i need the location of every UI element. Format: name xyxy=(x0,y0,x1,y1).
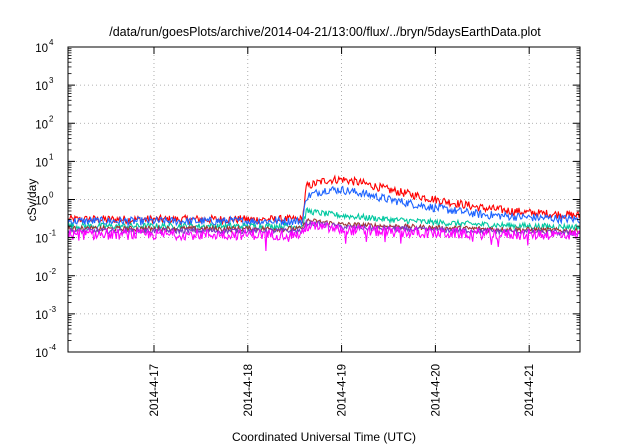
y-tick-exponent: 1 xyxy=(49,152,54,161)
series-line xyxy=(67,185,581,228)
y-tick-exponent: -3 xyxy=(49,305,57,314)
x-tick-label: 2014-4-20 xyxy=(430,364,442,416)
y-tick-exponent: -2 xyxy=(49,267,57,276)
grid xyxy=(68,47,580,352)
series-line xyxy=(67,221,581,251)
y-tick-label: 10 xyxy=(35,196,48,208)
y-axis-label: cSv/day xyxy=(25,179,39,222)
y-tick-label: 10 xyxy=(35,310,48,322)
x-tick-label: 2014-4-21 xyxy=(524,364,536,416)
y-tick-exponent: 0 xyxy=(49,191,54,200)
x-axis: 2014-4-17 2014-4-18 2014-4-19 2014-4-20 2014… xyxy=(149,47,536,416)
y-tick-exponent: -1 xyxy=(49,229,57,238)
y-tick-label: 10 xyxy=(35,157,48,169)
series-line xyxy=(67,206,581,232)
y-tick-exponent: -4 xyxy=(49,343,57,352)
x-tick-label: 2014-4-19 xyxy=(337,364,349,416)
y-tick-exponent: 2 xyxy=(49,114,54,123)
x-axis-label: Coordinated Universal Time (UTC) xyxy=(232,430,416,444)
y-tick-label: 10 xyxy=(35,234,48,246)
series-group xyxy=(67,174,581,251)
x-tick-label: 2014-4-17 xyxy=(149,364,161,416)
chart-title: /data/run/goesPlots/archive/2014-04-21/1… xyxy=(109,25,541,39)
y-tick-label: 10 xyxy=(35,43,48,55)
y-tick-label: 10 xyxy=(35,348,48,360)
y-tick-exponent: 4 xyxy=(49,38,54,47)
y-tick-label: 10 xyxy=(35,119,48,131)
y-tick-label: 10 xyxy=(35,272,48,284)
x-tick-label: 2014-4-18 xyxy=(243,364,255,416)
y-tick-exponent: 3 xyxy=(49,76,54,85)
y-tick-label: 10 xyxy=(35,81,48,93)
